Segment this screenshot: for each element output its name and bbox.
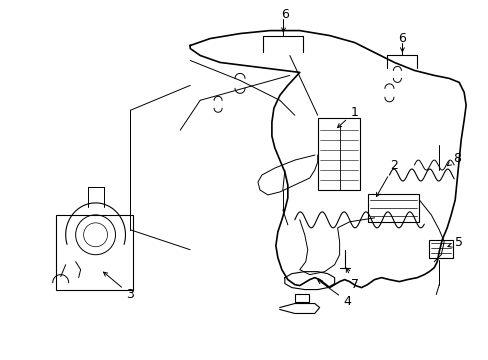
Text: 3: 3 — [103, 272, 134, 301]
Text: 6: 6 — [398, 32, 406, 51]
Bar — [56, 215, 133, 289]
Bar — [294, 293, 308, 302]
Text: 2: 2 — [376, 158, 398, 197]
Text: 5: 5 — [447, 236, 462, 249]
Bar — [428, 240, 452, 258]
Text: 4: 4 — [317, 280, 351, 308]
Text: 8: 8 — [447, 152, 460, 166]
Text: 6: 6 — [280, 8, 288, 32]
Bar — [367, 194, 419, 222]
Bar — [317, 118, 359, 190]
Text: 7: 7 — [346, 268, 358, 291]
Text: 1: 1 — [337, 106, 358, 127]
